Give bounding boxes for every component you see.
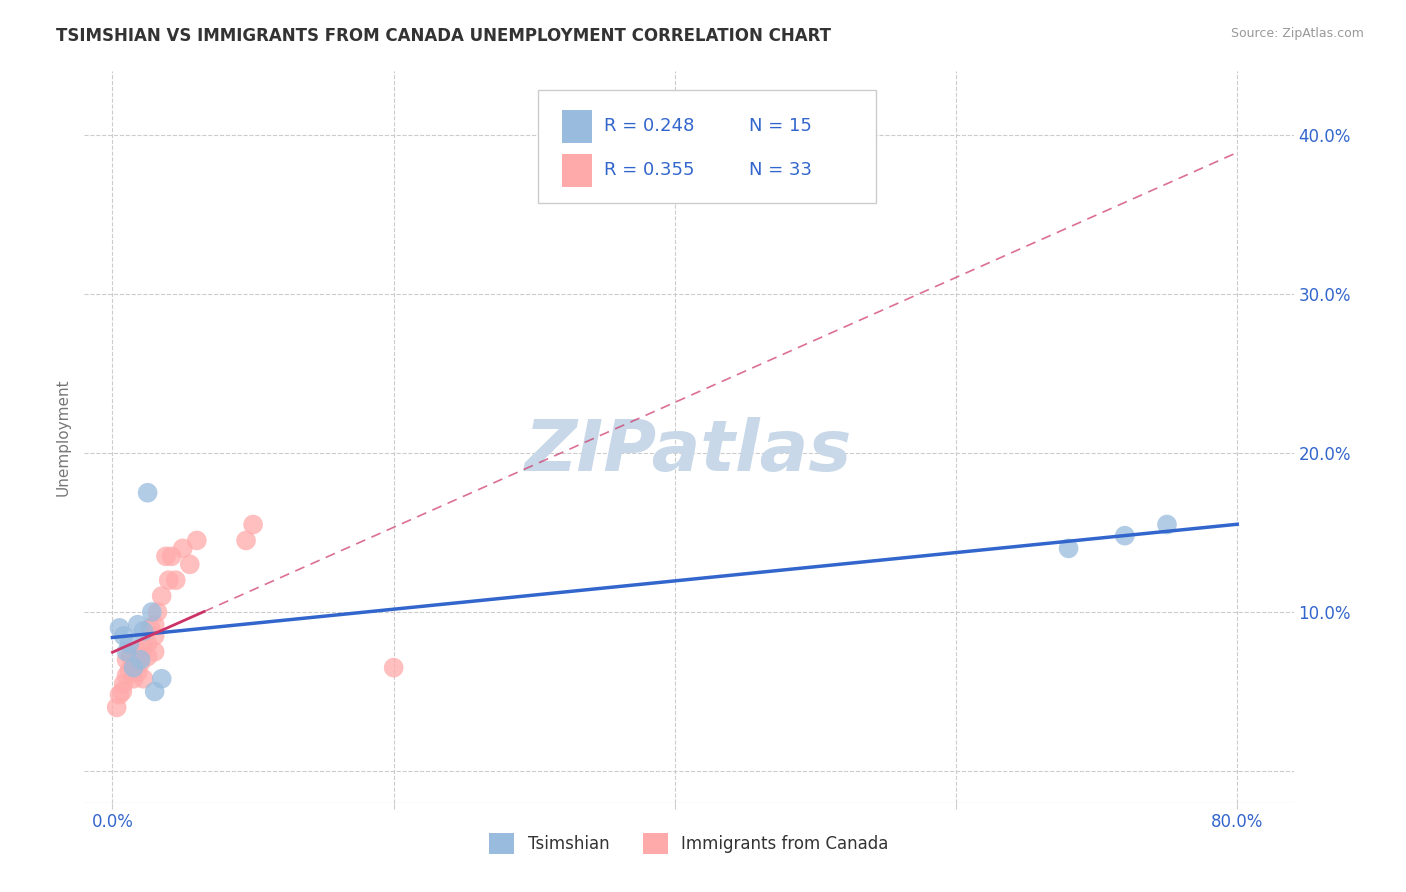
Point xyxy=(115,645,138,659)
Point xyxy=(127,617,149,632)
Point xyxy=(1057,541,1080,556)
Point xyxy=(155,549,177,564)
Point xyxy=(1156,517,1178,532)
Point xyxy=(111,684,134,698)
Point xyxy=(105,700,128,714)
Point xyxy=(132,672,155,686)
Y-axis label: Unemployment: Unemployment xyxy=(55,378,70,496)
Point xyxy=(136,485,159,500)
Point xyxy=(186,533,208,548)
Point xyxy=(112,629,135,643)
Point xyxy=(172,541,194,556)
Point xyxy=(127,665,149,680)
Text: N = 33: N = 33 xyxy=(749,161,813,179)
Point xyxy=(115,653,138,667)
Point xyxy=(157,573,180,587)
Text: R = 0.248: R = 0.248 xyxy=(605,117,695,136)
Text: TSIMSHIAN VS IMMIGRANTS FROM CANADA UNEMPLOYMENT CORRELATION CHART: TSIMSHIAN VS IMMIGRANTS FROM CANADA UNEM… xyxy=(56,27,831,45)
Point xyxy=(165,573,187,587)
Point xyxy=(112,676,135,690)
Point xyxy=(143,645,166,659)
Point xyxy=(1114,529,1136,543)
Point xyxy=(127,645,149,659)
FancyBboxPatch shape xyxy=(538,90,876,203)
Point xyxy=(122,660,145,674)
Point xyxy=(132,640,155,654)
Point xyxy=(141,605,163,619)
Point xyxy=(242,517,264,532)
Text: N = 15: N = 15 xyxy=(749,117,813,136)
Point xyxy=(118,664,141,678)
Point xyxy=(120,649,142,664)
Point xyxy=(143,629,166,643)
Point xyxy=(108,621,131,635)
Point xyxy=(150,589,173,603)
Point xyxy=(179,558,201,572)
Point xyxy=(160,549,183,564)
Text: R = 0.355: R = 0.355 xyxy=(605,161,695,179)
Point xyxy=(122,656,145,670)
Point xyxy=(136,637,159,651)
Point xyxy=(132,624,155,638)
Bar xyxy=(562,154,592,187)
Point xyxy=(382,660,405,674)
Point xyxy=(150,672,173,686)
Point xyxy=(235,533,257,548)
Text: ZIPatlas: ZIPatlas xyxy=(526,417,852,486)
Point xyxy=(108,688,131,702)
Legend: Tsimshian, Immigrants from Canada: Tsimshian, Immigrants from Canada xyxy=(482,827,896,860)
Point xyxy=(143,684,166,698)
Point xyxy=(118,637,141,651)
Point xyxy=(129,656,152,670)
Point xyxy=(139,621,162,635)
Text: Source: ZipAtlas.com: Source: ZipAtlas.com xyxy=(1230,27,1364,40)
Bar xyxy=(562,110,592,143)
Point xyxy=(146,605,169,619)
Point xyxy=(136,649,159,664)
Point xyxy=(122,672,145,686)
Point xyxy=(143,617,166,632)
Point xyxy=(129,653,152,667)
Point xyxy=(115,668,138,682)
